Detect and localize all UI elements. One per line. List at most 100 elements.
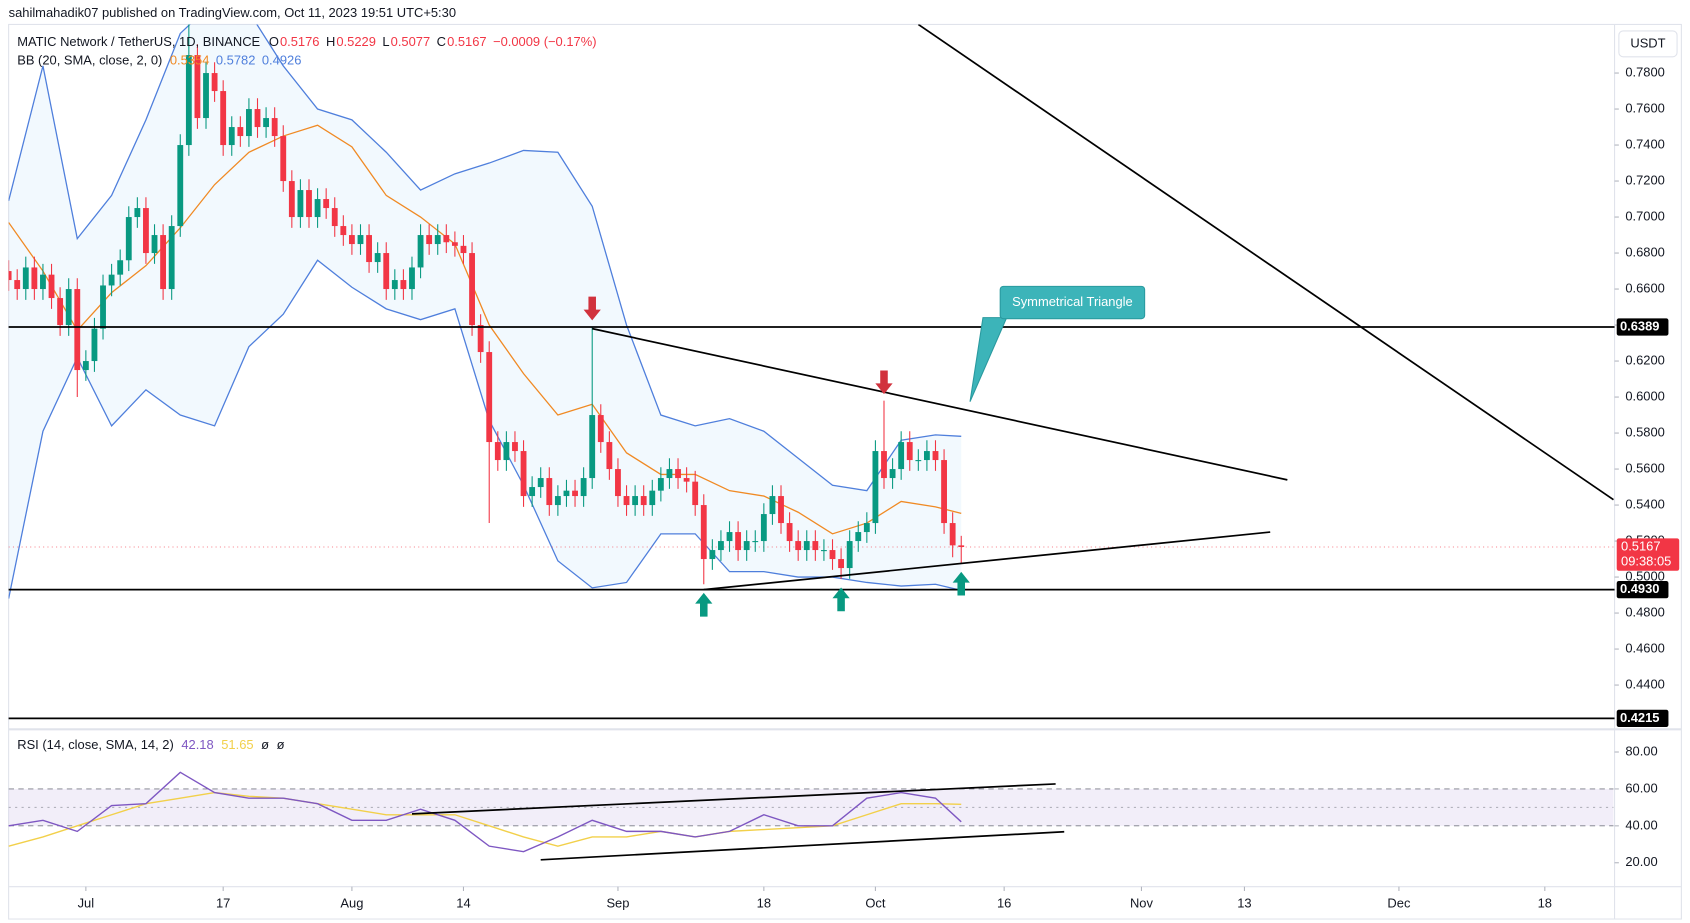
legend-text: 0.4926 — [262, 53, 302, 68]
bb-fill — [8, 24, 962, 599]
bb-band — [8, 24, 962, 492]
candle-body — [554, 496, 561, 506]
candle-body — [675, 469, 681, 479]
y-tick-label: 0.6800 — [1625, 244, 1665, 259]
candle-body — [254, 109, 261, 128]
level-label: 0.4215 — [1620, 710, 1660, 725]
candle-body — [185, 55, 192, 146]
candle-body — [237, 127, 244, 137]
trendline — [703, 531, 1271, 591]
candle-body — [151, 235, 158, 254]
level-label: 0.6389 — [1620, 318, 1660, 333]
rsi-line — [8, 771, 962, 853]
frame — [8, 23, 1682, 920]
candle-body — [563, 490, 570, 497]
candle-body — [477, 325, 484, 353]
legend-text: 0.5176 — [280, 34, 320, 49]
x-tick-label: Oct — [865, 895, 886, 910]
candle-body — [443, 235, 450, 243]
candle-body — [340, 226, 347, 236]
candle-body — [795, 541, 802, 551]
legend-text: 0.5354 — [170, 53, 210, 68]
candle-body — [220, 91, 227, 146]
legend-text: MATIC Network / TetherUS, 1D, BINANCE — [17, 34, 260, 49]
candle-body — [838, 559, 845, 569]
y-tick-label: 0.6200 — [1625, 352, 1665, 367]
y-tick-label: 0.5400 — [1625, 496, 1665, 511]
axes: 0.44000.46000.48000.50000.52000.54000.56… — [78, 64, 1680, 910]
candle-body — [409, 267, 415, 290]
y-tick-label: 0.5600 — [1625, 460, 1665, 475]
legend-text: ø — [277, 737, 285, 752]
candle-body — [117, 260, 124, 275]
y-tick-label: 0.7000 — [1625, 208, 1665, 223]
candle-body — [263, 118, 270, 128]
y-tick-label: 0.4600 — [1625, 640, 1665, 655]
x-tick-label: 17 — [216, 895, 230, 910]
candle-body — [348, 235, 355, 245]
callout-box — [999, 285, 1146, 320]
candle-body — [228, 127, 235, 146]
candle-body — [855, 532, 862, 542]
candle-body — [941, 460, 947, 524]
candle-body — [14, 280, 21, 290]
candle-body — [529, 487, 536, 497]
candle-body — [863, 523, 870, 533]
legend-text: O — [269, 34, 279, 49]
y-tick-label: 80.00 — [1625, 743, 1657, 758]
level-label: 0.4930 — [1620, 581, 1660, 596]
price-label: 0.5167 — [1621, 538, 1661, 553]
candle-body — [65, 289, 72, 326]
candle-body — [82, 361, 89, 371]
x-tick-label: Nov — [1130, 895, 1154, 910]
candle-body — [57, 298, 64, 326]
candle-body — [829, 550, 836, 560]
signal-arrow — [695, 592, 713, 617]
candle-body — [306, 190, 312, 218]
candle-body — [280, 136, 287, 182]
y-tick-label: 0.5800 — [1625, 424, 1665, 439]
legend-text: 0.5782 — [216, 53, 256, 68]
candle-body — [22, 267, 29, 290]
price-pane — [8, 24, 1614, 599]
level-label-box — [1616, 709, 1669, 727]
candle-body — [923, 451, 930, 461]
trendline — [917, 24, 1614, 501]
candle-body — [718, 541, 724, 551]
currency-label: USDT — [1630, 35, 1665, 50]
candle-body — [546, 478, 553, 506]
candle-body — [881, 451, 887, 479]
candle-body — [520, 451, 527, 497]
price-label-box — [1616, 538, 1680, 571]
signal-arrow — [583, 296, 601, 321]
candle-body — [91, 328, 98, 362]
candle-body — [383, 253, 390, 290]
candle-body — [108, 274, 115, 286]
candle-body — [40, 274, 46, 290]
legend-text: RSI (14, close, SMA, 14, 2) — [17, 737, 174, 752]
signal-arrow — [875, 370, 893, 395]
candle-body — [426, 235, 433, 245]
candle-body — [898, 442, 905, 470]
candle-body — [812, 541, 819, 551]
candle-body — [700, 505, 707, 560]
candle-body — [469, 253, 475, 326]
signal-arrow — [832, 587, 850, 612]
candle-body — [8, 271, 12, 281]
candle-body — [589, 415, 596, 479]
candle-body — [314, 199, 321, 218]
legend-text: L — [382, 34, 389, 49]
candle-body — [331, 208, 338, 227]
candle-body — [692, 481, 699, 506]
legend-text: 0.5077 — [391, 34, 431, 49]
y-tick-label: 20.00 — [1625, 854, 1657, 869]
rsi-ma-line — [8, 791, 962, 847]
candle-body — [168, 226, 175, 290]
legend-text: 51.65 — [221, 737, 253, 752]
currency-box — [1618, 30, 1678, 58]
level-label-box — [1616, 581, 1669, 599]
candle-body — [683, 478, 690, 482]
candle-body — [297, 190, 304, 218]
candle-body — [769, 496, 776, 515]
candle-body — [803, 541, 810, 551]
